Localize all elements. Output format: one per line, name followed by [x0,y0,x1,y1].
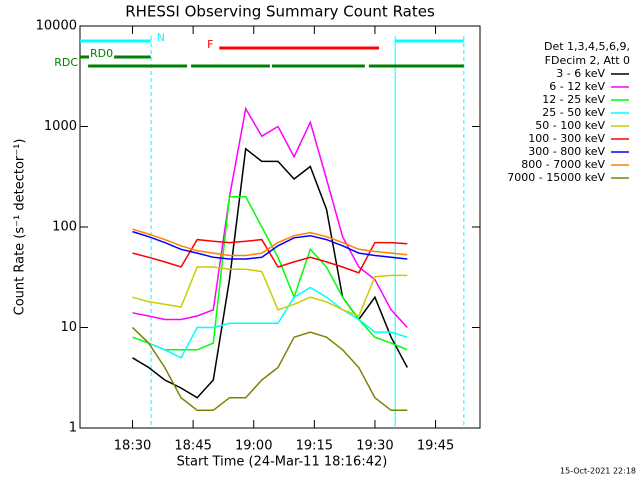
legend-title: FDecim 2, Att 0 [545,54,630,67]
y-axis-label: Count Rate (s⁻¹ detector⁻¹) [13,139,28,316]
x-tick-label: 19:00 [235,439,272,454]
x-tick-label: 19:15 [296,439,333,454]
series-line [132,238,408,274]
flag-label: RDC [54,56,78,69]
y-tick-label: 1 [69,421,77,436]
x-tick-label: 19:30 [356,439,393,454]
y-tick-label: 100 [52,220,77,235]
series-line [131,326,408,412]
legend-label: 800 - 7000 keV [521,158,605,171]
legend-label: 50 - 100 keV [535,119,605,132]
legend-title: Det 1,3,4,5,6,9, [544,40,630,53]
legend-label: 6 - 12 keV [549,80,605,93]
flag-label: N [157,31,165,44]
legend-label: 25 - 50 keV [542,106,605,119]
series-line [131,286,408,359]
x-tick-label: 18:30 [114,439,151,454]
legend-label: 3 - 6 keV [556,67,605,80]
legend-label: 100 - 300 keV [528,132,605,145]
series-line [132,147,408,399]
x-axis-label: Start Time (24-Mar-11 18:16:42) [177,455,388,470]
flag-label: F [207,38,213,51]
chart-title: RHESSI Observing Summary Count Rates [125,3,435,21]
flag-label: RD0 [90,47,113,60]
series-line [132,266,408,317]
x-tick-label: 19:45 [417,439,454,454]
series-line [132,230,408,260]
x-tick-label: 18:45 [174,439,211,454]
series-line [132,228,408,257]
legend-label: 300 - 800 keV [528,145,605,158]
footer: 15-Oct-2021 22:18 [560,467,636,476]
legend-label: 7000 - 15000 keV [507,171,605,184]
y-tick-label: 10000 [36,19,77,34]
legend-label: 12 - 25 keV [542,93,605,106]
flag-label-bg [89,47,115,60]
y-tick-label: 1000 [44,119,77,134]
y-tick-label: 10 [60,320,77,335]
